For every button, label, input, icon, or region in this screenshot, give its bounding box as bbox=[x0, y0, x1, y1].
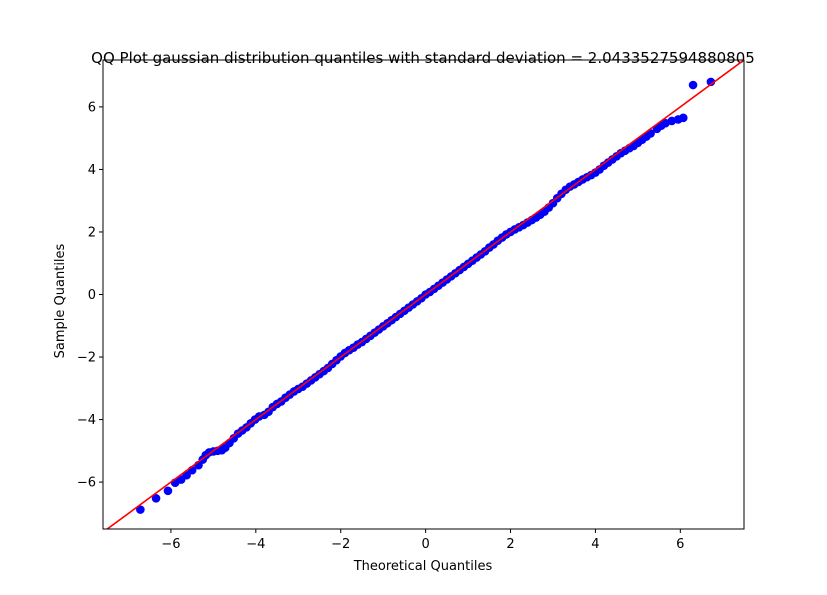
x-tick-label: −2 bbox=[331, 537, 350, 552]
chart-title: QQ Plot gaussian distribution quantiles … bbox=[91, 49, 755, 67]
data-points bbox=[136, 77, 716, 514]
x-tick-label: 6 bbox=[676, 537, 684, 552]
data-point bbox=[136, 505, 145, 514]
data-point bbox=[678, 113, 688, 123]
y-tick-label: 4 bbox=[88, 163, 96, 178]
x-tick-label: 4 bbox=[591, 537, 599, 552]
reference-line bbox=[105, 60, 744, 529]
x-axis-ticks: −6 −4 −2 0 2 4 6 bbox=[161, 529, 684, 552]
x-tick-label: −6 bbox=[161, 537, 180, 552]
y-tick-label: 2 bbox=[88, 225, 96, 240]
y-axis-ticks: −6 −4 −2 0 2 4 6 bbox=[77, 100, 103, 491]
data-point bbox=[706, 77, 716, 87]
y-tick-label: 6 bbox=[88, 100, 96, 115]
x-tick-label: −4 bbox=[246, 537, 265, 552]
y-tick-label: 0 bbox=[88, 288, 96, 303]
x-axis-label: Theoretical Quantiles bbox=[353, 559, 493, 574]
x-tick-label: 0 bbox=[421, 537, 429, 552]
x-tick-label: 2 bbox=[506, 537, 514, 552]
reference-line-group bbox=[105, 60, 744, 529]
data-point bbox=[163, 486, 173, 496]
data-point bbox=[151, 494, 161, 503]
y-tick-label: −4 bbox=[77, 413, 96, 428]
y-axis-label: Sample Quantiles bbox=[53, 243, 68, 358]
y-tick-label: −6 bbox=[77, 476, 96, 491]
data-point bbox=[688, 80, 698, 90]
y-tick-label: −2 bbox=[77, 351, 96, 366]
